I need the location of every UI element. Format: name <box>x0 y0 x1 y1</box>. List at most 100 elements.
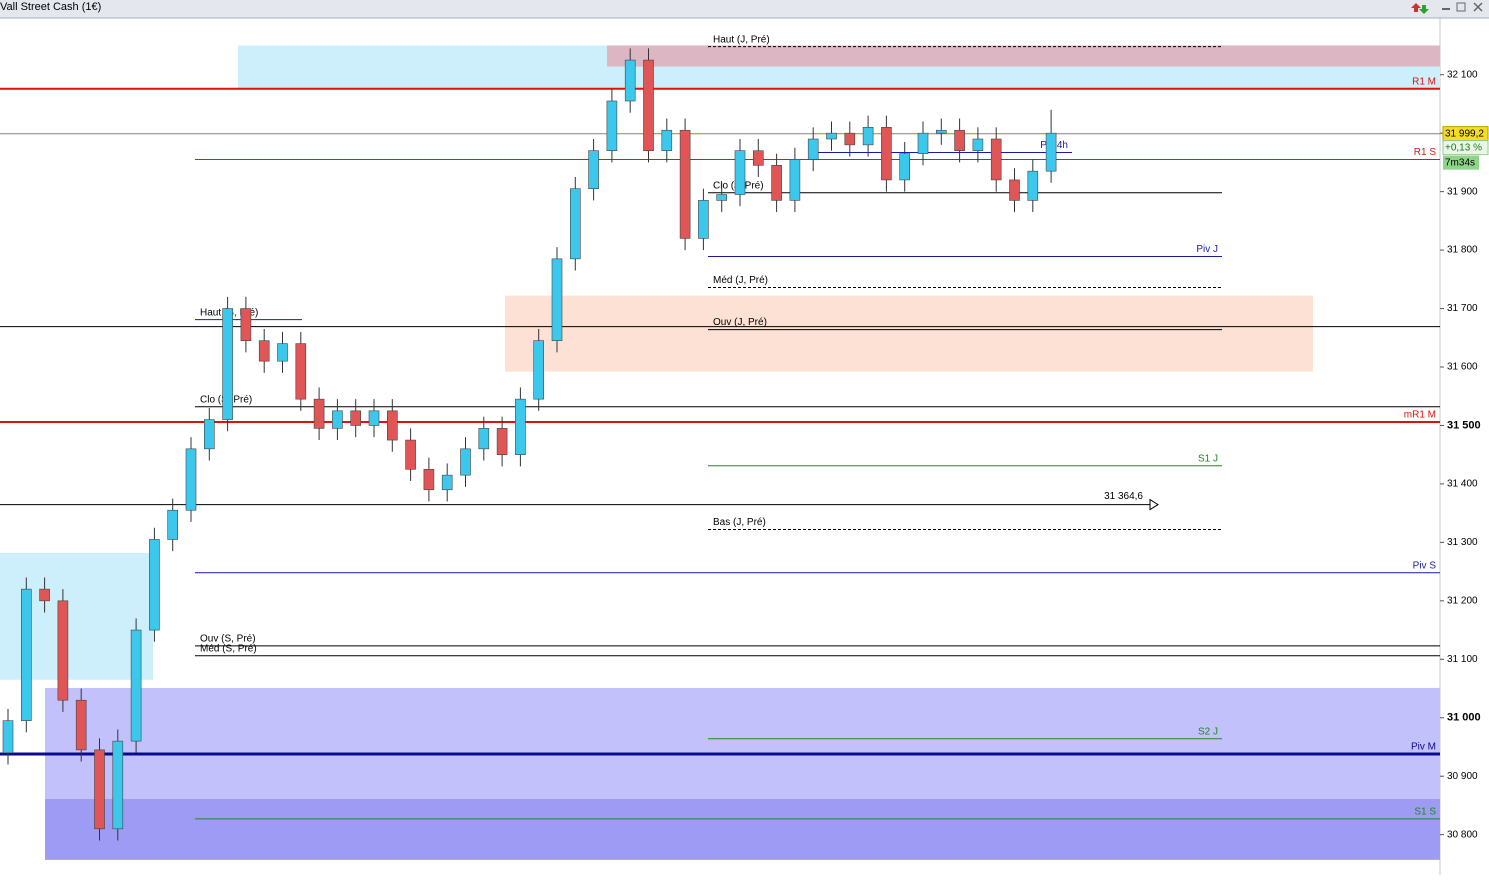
y-tick-label: 31 100 <box>1447 654 1478 665</box>
icon-sort-2[interactable] <box>1419 5 1429 14</box>
y-tick-label: 30 900 <box>1447 771 1478 782</box>
candle-body <box>917 132 929 154</box>
candle-body <box>1027 170 1039 201</box>
target-label: 31 364,6 <box>1104 491 1143 502</box>
level-label: Méd (J, Pré) <box>713 275 768 286</box>
candle-body <box>20 588 32 721</box>
y-tick-label: 31 300 <box>1447 537 1478 548</box>
minimize[interactable] <box>1442 8 1450 10</box>
target-arrow <box>1149 498 1159 511</box>
level-label: R1 M <box>1412 76 1436 87</box>
level-label: Ouv (S, Pré) <box>200 633 256 644</box>
candle-body <box>2 720 14 754</box>
candle-body <box>460 448 471 476</box>
candle-body <box>844 132 856 146</box>
candle-body <box>167 509 178 540</box>
restore[interactable] <box>1456 2 1466 12</box>
y-tick-label: 30 800 <box>1447 829 1478 840</box>
candle-body <box>478 428 490 450</box>
window-controls[interactable] <box>1411 2 1483 14</box>
candle-body <box>441 474 453 491</box>
candle-body <box>862 127 874 146</box>
timer-label: 7m34s <box>1445 157 1475 168</box>
candle-body <box>588 150 599 189</box>
candle-body <box>771 165 782 201</box>
icon-sort[interactable] <box>1411 3 1421 12</box>
level-label: Ouv (J, Pré) <box>713 317 767 328</box>
candle-body <box>698 200 709 239</box>
level-label: S1 J <box>1198 453 1218 464</box>
candle-body <box>423 468 435 491</box>
candle-body <box>222 308 233 420</box>
candle-body <box>954 129 965 152</box>
y-tick-label: 31 500 <box>1447 419 1481 431</box>
candle-body <box>716 194 728 201</box>
y-tick-label: 31 000 <box>1447 712 1481 724</box>
candle-body <box>75 699 87 751</box>
zone <box>45 799 1440 860</box>
candle-body <box>386 410 398 441</box>
y-tick-label: 31 600 <box>1447 362 1478 373</box>
candle-body <box>405 439 416 470</box>
candle-body <box>624 59 636 102</box>
chart-title: Vall Street Cash (1€) <box>0 1 101 13</box>
level-label: Piv S <box>1413 560 1437 571</box>
zone <box>505 295 1313 372</box>
zone <box>607 45 1440 67</box>
candle-body <box>881 127 892 181</box>
candle-body <box>643 59 654 152</box>
candle-body <box>569 188 581 260</box>
y-tick-label: 32 100 <box>1447 69 1478 80</box>
candle-body <box>204 419 215 450</box>
candle-body <box>277 343 288 362</box>
candle-body <box>752 150 764 166</box>
candle-body <box>258 340 270 362</box>
candle-body <box>734 150 746 195</box>
candle-body <box>496 428 508 455</box>
y-tick-label: 31 800 <box>1447 245 1478 256</box>
candle-body <box>606 100 618 152</box>
candle-body <box>240 308 252 341</box>
level-label: Méd (S, Pré) <box>200 643 257 654</box>
level-label: Haut (J, Pré) <box>713 34 770 45</box>
candle-body <box>990 138 1002 181</box>
y-tick-label: 31 400 <box>1447 479 1478 490</box>
y-tick-label: 31 200 <box>1447 595 1478 606</box>
candle-body <box>661 129 673 152</box>
candle-body <box>350 410 362 426</box>
candle-body <box>57 600 69 701</box>
candle-body <box>826 132 837 140</box>
candle-body <box>94 749 105 830</box>
candle-body <box>112 740 124 830</box>
y-tick-label: 31 900 <box>1447 186 1478 197</box>
candle-body <box>551 258 563 341</box>
level-label: Piv M <box>1411 742 1436 753</box>
candle-body <box>899 153 911 181</box>
candle-body <box>1045 132 1057 172</box>
level-label: R1 S <box>1414 147 1437 158</box>
y-tick-label: 31 700 <box>1447 303 1478 314</box>
candle-body <box>515 398 526 455</box>
candle-body <box>789 159 801 201</box>
change-label: +0,13 % <box>1445 142 1482 153</box>
candle-body <box>332 410 343 429</box>
candle-body <box>39 588 50 602</box>
timer-box <box>1443 155 1479 170</box>
change-box <box>1442 140 1489 156</box>
level-label: Bas (J, Pré) <box>713 517 766 528</box>
level-label: S2 J <box>1198 726 1218 737</box>
candle-body <box>368 410 380 426</box>
candle-body <box>149 539 160 631</box>
title-bar <box>0 0 1489 18</box>
level-label: Piv J <box>1196 244 1218 255</box>
candle-body <box>935 129 947 134</box>
candle-body <box>972 138 984 152</box>
price-tag-label: 31 999,2 <box>1445 128 1484 139</box>
close[interactable] <box>1473 2 1483 12</box>
candle-body <box>295 343 307 400</box>
candle-body <box>679 129 691 239</box>
candle-body <box>185 448 197 511</box>
candle-body <box>807 138 819 160</box>
candle-body <box>1009 179 1020 201</box>
